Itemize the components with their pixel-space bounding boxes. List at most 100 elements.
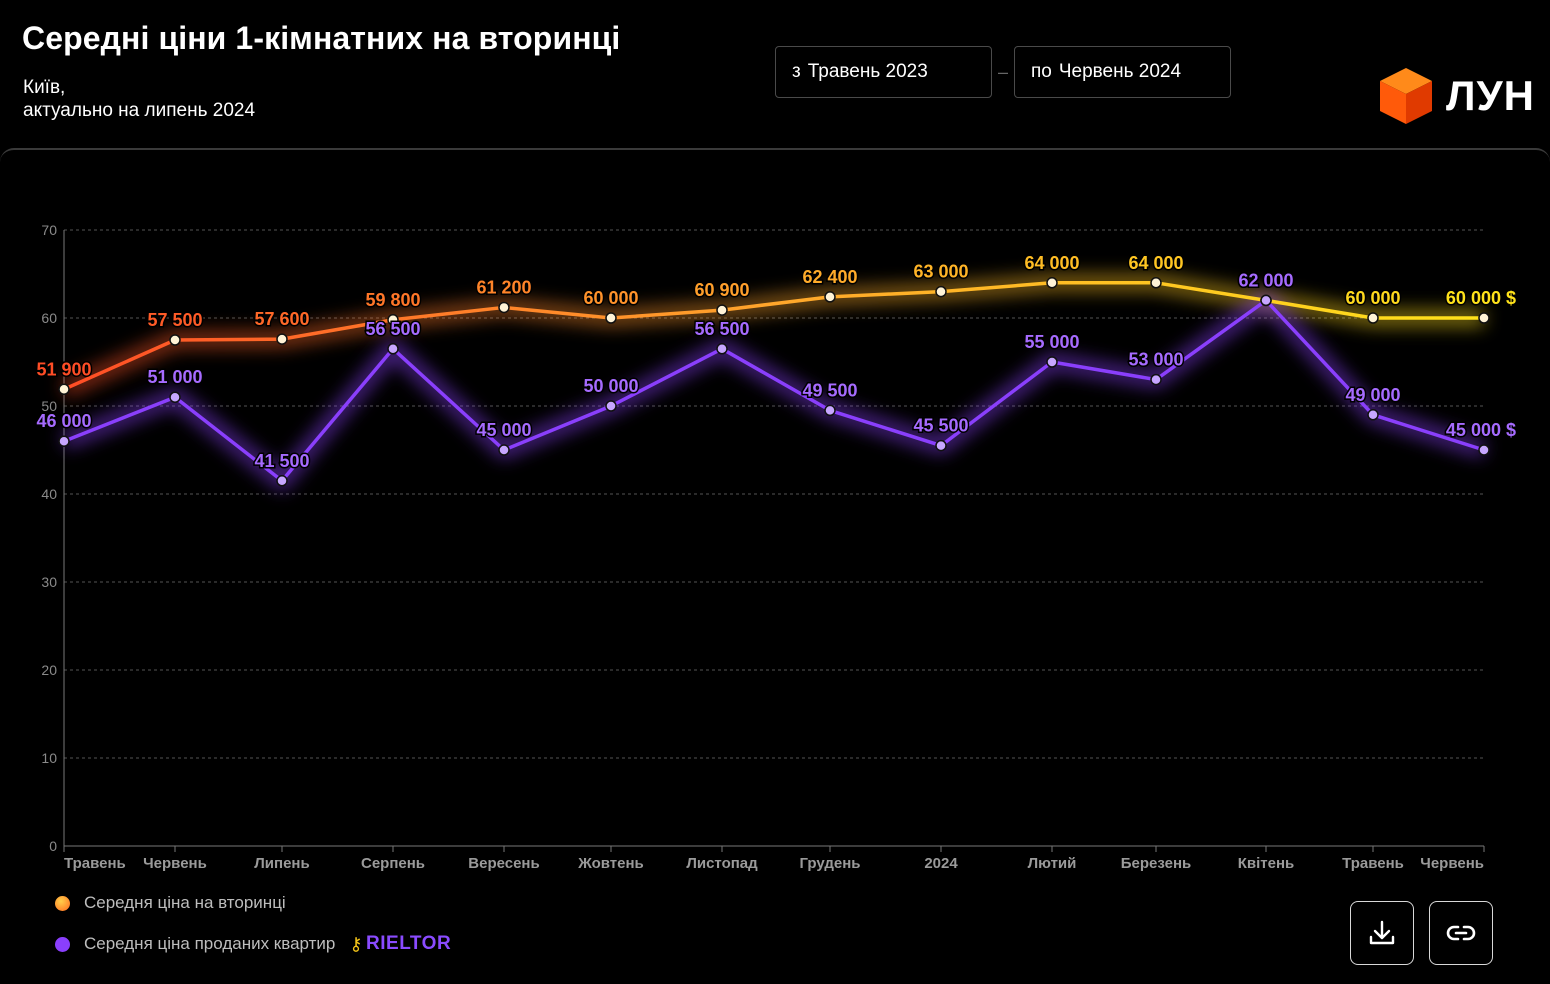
x-tick-label: Лютий — [1028, 855, 1077, 872]
orange-cube-icon — [1380, 68, 1432, 124]
rieltor-logo-text: RIELTOR — [366, 933, 452, 954]
date-to-value: Червень 2024 — [1058, 61, 1182, 82]
x-tick-label: Червень — [143, 855, 207, 872]
series1-point — [276, 333, 288, 345]
series2-point — [1150, 373, 1162, 386]
copy-link-button[interactable] — [1429, 901, 1493, 965]
lun-logo[interactable]: ЛУН — [1378, 66, 1535, 126]
y-tick-label: 40 — [41, 486, 57, 502]
series1-data-label: 60 900 — [694, 280, 749, 300]
series1-data-label: 60 000 — [1345, 288, 1400, 308]
series2-point — [276, 475, 288, 487]
x-tick-label: Червень — [1420, 855, 1484, 872]
series1-data-label: 64 000 — [1128, 253, 1183, 273]
series1-point — [1150, 277, 1162, 289]
legend-item-series2[interactable]: Середня ціна проданих квартир ⚷ RIELTOR — [55, 933, 451, 955]
series2-data-label: 56 500 — [694, 319, 749, 339]
series1-data-label: 59 800 — [365, 290, 420, 310]
series1-data-label: 60 000 — [583, 288, 638, 308]
series2-point — [1367, 409, 1379, 421]
series2-point — [1260, 294, 1272, 307]
series1-point — [169, 334, 181, 346]
x-tick-label: Грудень — [799, 855, 860, 872]
series2-data-label: 56 500 — [365, 319, 420, 339]
x-tick-label: 2024 — [924, 855, 958, 872]
series1-data-label: 57 500 — [147, 310, 202, 330]
series2-point — [387, 343, 399, 355]
series1-point — [387, 314, 399, 326]
series2-point — [169, 391, 181, 403]
series2-data-label: 50 000 — [583, 376, 638, 396]
legend-item-series1[interactable]: Середня ціна на вторинці — [55, 893, 286, 913]
date-to-prefix: по — [1031, 61, 1052, 82]
subtitle-date: актуально на липень 2024 — [23, 100, 256, 121]
y-tick-label: 0 — [49, 838, 57, 854]
legend-dot-orange — [55, 895, 70, 911]
series2-point — [824, 404, 836, 417]
series1-point — [605, 312, 617, 324]
x-tick-label: Березень — [1121, 855, 1192, 872]
series2-point — [1478, 444, 1490, 456]
date-range-separator: – — [998, 62, 1009, 82]
page-subtitle: Київ, актуально на липень 2024 — [23, 76, 255, 122]
date-to-select[interactable]: по Червень 2024 — [1014, 46, 1231, 98]
series1-data-label: 62 000 — [1238, 270, 1293, 290]
logo-text: ЛУН — [1446, 72, 1535, 119]
rieltor-logo[interactable]: ⚷ RIELTOR — [349, 933, 451, 955]
series2-point — [1046, 356, 1058, 368]
series1-data-label: 57 600 — [254, 309, 309, 329]
y-tick-label: 10 — [41, 750, 57, 766]
series1-data-label: 51 900 — [36, 359, 91, 379]
series1-data-label: 62 400 — [802, 267, 857, 287]
series1-data-label: 64 000 — [1024, 253, 1079, 273]
link-icon — [1446, 925, 1476, 941]
chart-panel — [0, 148, 1550, 984]
series2-line — [63, 298, 1485, 483]
date-from-prefix: з — [792, 61, 801, 82]
x-tick-label: Травень — [64, 855, 126, 872]
download-button[interactable] — [1350, 901, 1414, 965]
series2-data-label: 49 000 — [1345, 385, 1400, 405]
series1-point — [498, 301, 510, 314]
series2-point — [605, 400, 617, 412]
series1-point — [1367, 312, 1379, 324]
series1-data-label: 61 200 — [476, 277, 531, 297]
series2-point — [58, 435, 70, 447]
series1-point — [935, 285, 947, 298]
chart-axes: 0 10 20 30 40 50 60 70 Травень Червень Липень Серпе… — [41, 222, 1485, 872]
series2-data-label: 49 500 — [802, 380, 857, 400]
legend-dot-purple — [55, 936, 70, 952]
x-tick-label: Жовтень — [577, 855, 644, 872]
series2-data-label: 45 000 $ — [1446, 420, 1516, 440]
x-tick-label: Вересень — [468, 855, 539, 872]
date-from-select[interactable]: з Травень 2023 — [775, 46, 992, 98]
series1-point — [1478, 312, 1490, 324]
x-tick-label: Липень — [254, 855, 309, 872]
series2-data-label: 51 000 — [147, 367, 202, 387]
series1-point — [58, 383, 70, 396]
series2-data-label: 46 000 — [36, 411, 91, 431]
y-tick-label: 20 — [41, 662, 57, 678]
date-from-value: Травень 2023 — [807, 61, 928, 82]
download-icon — [1369, 920, 1395, 945]
series2-data-label: 55 000 — [1024, 332, 1079, 352]
page-title: Середні ціни 1-кімнатних на вторинці — [22, 20, 621, 56]
series2-data-label: 45 500 — [913, 416, 968, 436]
y-tick-label: 30 — [41, 574, 57, 590]
series2-data-label: 62 000 — [1238, 270, 1293, 290]
chart-series — [58, 274, 1490, 492]
series2-data-label: 45 000 — [476, 420, 531, 440]
subtitle-city: Київ, — [23, 77, 66, 98]
series2-point — [498, 444, 510, 456]
x-tick-label: Серпень — [361, 855, 425, 872]
x-tick-label: Листопад — [686, 855, 758, 872]
series2-data-label: 53 000 — [1128, 350, 1183, 370]
series1-point — [824, 291, 836, 303]
series1-data-label: 60 000 $ — [1446, 288, 1516, 308]
legend-label-series1: Середня ціна на вторинці — [84, 893, 286, 912]
y-tick-label: 70 — [41, 222, 57, 238]
series1-point — [1046, 277, 1058, 289]
series1-point — [716, 304, 728, 316]
series1-data-label: 63 000 — [913, 262, 968, 282]
